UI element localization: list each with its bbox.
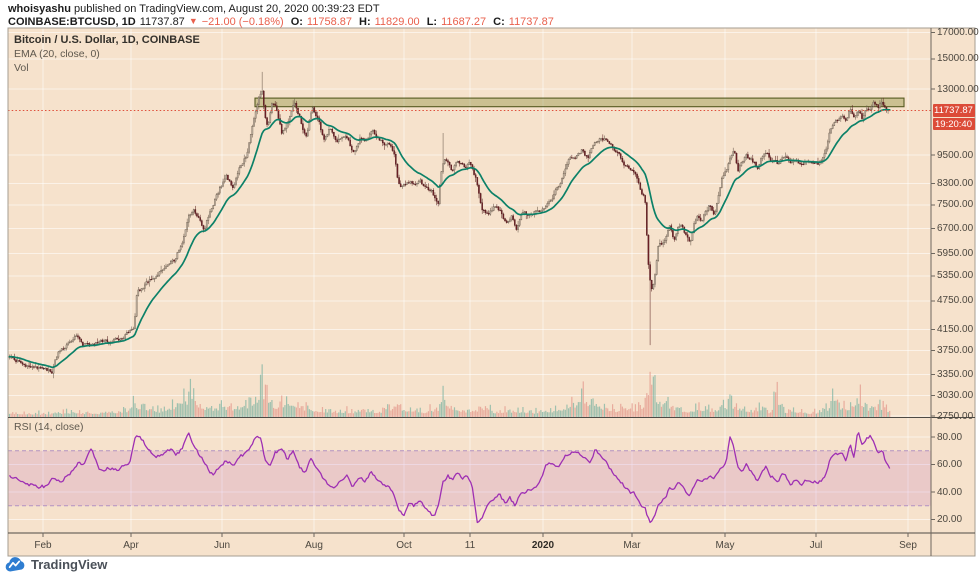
time-tick-label: Mar — [623, 540, 641, 551]
open-value: 11758.87 — [306, 16, 352, 28]
price-tick-label: 6700.00 — [937, 223, 974, 234]
last-price-badge: 11737.87 — [932, 104, 975, 117]
price-tick-label: 3030.00 — [937, 390, 974, 402]
price-tick-label: 5950.00 — [937, 248, 974, 259]
open-label: O: — [290, 16, 303, 28]
time-tick-label: Aug — [305, 540, 323, 551]
chart-title-legend[interactable]: Bitcoin / U.S. Dollar, 1D, COINBASE — [14, 34, 200, 46]
time-tick-label: 2020 — [531, 540, 555, 551]
time-tick-label: Feb — [34, 540, 52, 551]
volume-bars — [8, 364, 891, 417]
price-tick-label: 15000.00 — [937, 53, 979, 65]
byline: whoisyashu published on TradingView.com,… — [8, 3, 380, 15]
ema-line — [8, 108, 891, 369]
price-tick-label: 4750.00 — [937, 295, 974, 307]
time-tick-label: Oct — [396, 540, 412, 551]
time-tick-label: Jul — [809, 540, 823, 551]
rsi-tick-label: 80.00 — [937, 431, 963, 443]
volume-indicator-legend[interactable]: Vol — [14, 62, 29, 74]
high-label: H: — [359, 16, 371, 28]
close-value: 11737.87 — [508, 16, 554, 28]
close-label: C: — [493, 16, 505, 28]
price-tick-label: 17000.00 — [937, 27, 979, 38]
price-tick-label: 13000.00 — [937, 83, 979, 95]
time-tick-label: Jun — [213, 540, 231, 551]
resistance-zone — [254, 97, 905, 108]
price-change: −21.00 (−0.18%) — [201, 16, 284, 28]
time-tick-label: 11 — [464, 540, 476, 551]
high-value: 11829.00 — [374, 16, 420, 28]
rsi-tick-label: 40.00 — [937, 486, 963, 498]
price-tick-label: 3350.00 — [937, 368, 974, 380]
rsi-tick-label: 60.00 — [937, 459, 963, 470]
byline-author: whoisyashu — [8, 3, 71, 15]
byline-text: published on TradingView.com, August 20,… — [70, 3, 380, 15]
main-chart-pane[interactable] — [8, 28, 931, 417]
price-tick-label: 4150.00 — [937, 323, 974, 335]
price-tick-label: 5350.00 — [937, 270, 974, 282]
tradingview-logo-link[interactable]: TradingView — [5, 556, 107, 573]
price-tick-label: 8300.00 — [937, 177, 974, 189]
time-tick-label: Sep — [899, 540, 917, 551]
low-label: L: — [426, 16, 438, 28]
tradingview-cloud-icon — [5, 557, 25, 572]
price-tick-label: 9500.00 — [937, 149, 974, 161]
price-tick-label: 2750.00 — [937, 410, 974, 422]
tradingview-brand-text: TradingView — [31, 557, 108, 572]
quote-line: COINBASE:BTCUSD, 1D 11737.87 ▼ −21.00 (−… — [8, 16, 554, 28]
price-tick-label: 7500.00 — [937, 199, 974, 211]
rsi-line — [8, 432, 891, 524]
time-tick-label: May — [715, 540, 735, 551]
down-triangle-icon: ▼ — [188, 16, 198, 26]
ema-indicator-legend[interactable]: EMA (20, close, 0) — [14, 48, 100, 60]
rsi-band — [8, 450, 931, 506]
symbol-name: COINBASE:BTCUSD, 1D — [8, 16, 136, 28]
last-price: 11737.87 — [139, 16, 185, 28]
rsi-tick-label: 20.00 — [937, 514, 963, 525]
time-tick-label: Apr — [123, 540, 139, 551]
low-value: 11687.27 — [441, 16, 487, 28]
rsi-pane[interactable] — [8, 419, 931, 533]
price-tick-label: 3750.00 — [937, 345, 974, 357]
bar-countdown-badge: 19:20:40 — [932, 117, 975, 130]
rsi-indicator-legend[interactable]: RSI (14, close) — [14, 421, 84, 433]
